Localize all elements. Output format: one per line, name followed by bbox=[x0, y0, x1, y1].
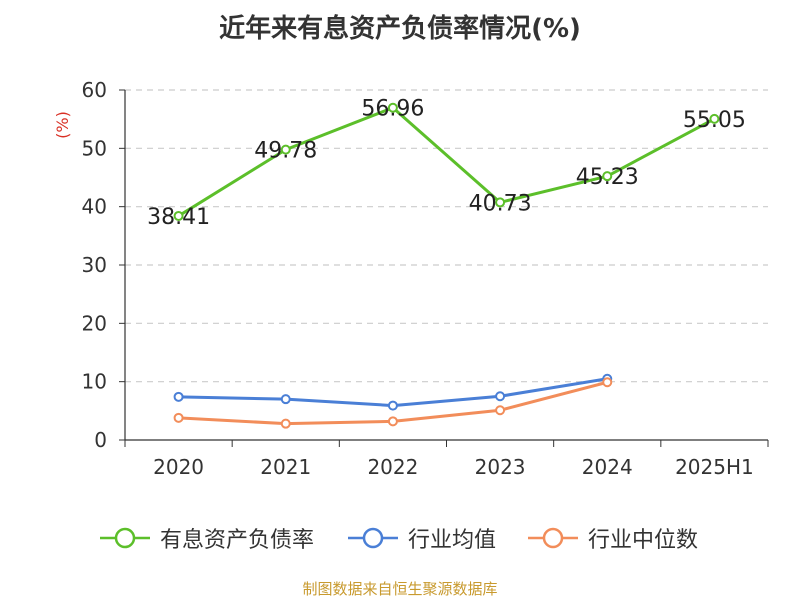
data-point bbox=[280, 418, 291, 429]
legend-swatch-icon bbox=[100, 527, 150, 549]
data-labels: 38.41 49.78 56.96 40.73 45.23 55.05 bbox=[147, 97, 746, 230]
data-label: 49.78 bbox=[254, 139, 317, 164]
data-point bbox=[602, 377, 613, 388]
data-point bbox=[280, 144, 291, 155]
chart-title: 近年来有息资产负债率情况(%) bbox=[219, 14, 581, 44]
y-tick-label: 40 bbox=[82, 195, 107, 219]
legend-label: 有息资产负债率 bbox=[160, 528, 315, 553]
data-label: 40.73 bbox=[469, 191, 532, 216]
legend-swatch-icon bbox=[348, 527, 398, 549]
data-point bbox=[173, 391, 184, 402]
y-tick-label: 20 bbox=[82, 311, 107, 335]
y-tick-label: 50 bbox=[82, 136, 107, 160]
series-lines bbox=[173, 102, 720, 429]
data-point bbox=[173, 412, 184, 423]
legend: 有息资产负债率 行业均值 行业中位数 bbox=[0, 520, 800, 556]
data-point bbox=[387, 102, 398, 113]
y-tick-label: 30 bbox=[82, 253, 107, 277]
data-point bbox=[495, 197, 506, 208]
x-tick-label: 2023 bbox=[475, 455, 526, 479]
legend-item[interactable]: 有息资产负债率 bbox=[100, 520, 314, 556]
data-point bbox=[387, 400, 398, 411]
data-label: 45.23 bbox=[576, 165, 639, 190]
x-tick-label: 2022 bbox=[367, 455, 418, 479]
data-label: 55.05 bbox=[683, 108, 746, 133]
axes: 0 10 20 30 40 50 60 2020 2021 2022 2023 2024 2025H1 (… bbox=[53, 78, 769, 479]
y-tick-label: 60 bbox=[82, 78, 107, 102]
data-label: 56.96 bbox=[361, 97, 424, 122]
data-point bbox=[280, 394, 291, 405]
data-point bbox=[173, 210, 184, 221]
x-tick-label: 2025H1 bbox=[675, 455, 754, 479]
x-tick-label: 2024 bbox=[582, 455, 633, 479]
data-point bbox=[387, 416, 398, 427]
data-point bbox=[495, 391, 506, 402]
series-line bbox=[177, 106, 716, 218]
y-tick-label: 10 bbox=[82, 370, 107, 394]
legend-item[interactable]: 行业均值 bbox=[348, 520, 496, 556]
data-label: 38.41 bbox=[147, 205, 210, 230]
data-point bbox=[602, 171, 613, 182]
data-point bbox=[495, 405, 506, 416]
grid-lines bbox=[125, 89, 768, 383]
y-axis-label: (%) bbox=[53, 111, 72, 139]
legend-item[interactable]: 行业中位数 bbox=[528, 520, 698, 556]
legend-swatch-icon bbox=[528, 527, 578, 549]
source-note: 制图数据来自恒生聚源数据库 bbox=[302, 580, 498, 598]
data-point bbox=[709, 113, 720, 124]
y-tick-label: 0 bbox=[94, 428, 107, 452]
legend-label: 行业均值 bbox=[408, 528, 497, 553]
x-tick-label: 2020 bbox=[153, 455, 204, 479]
x-tick-label: 2021 bbox=[260, 455, 311, 479]
legend-label: 行业中位数 bbox=[588, 528, 699, 553]
